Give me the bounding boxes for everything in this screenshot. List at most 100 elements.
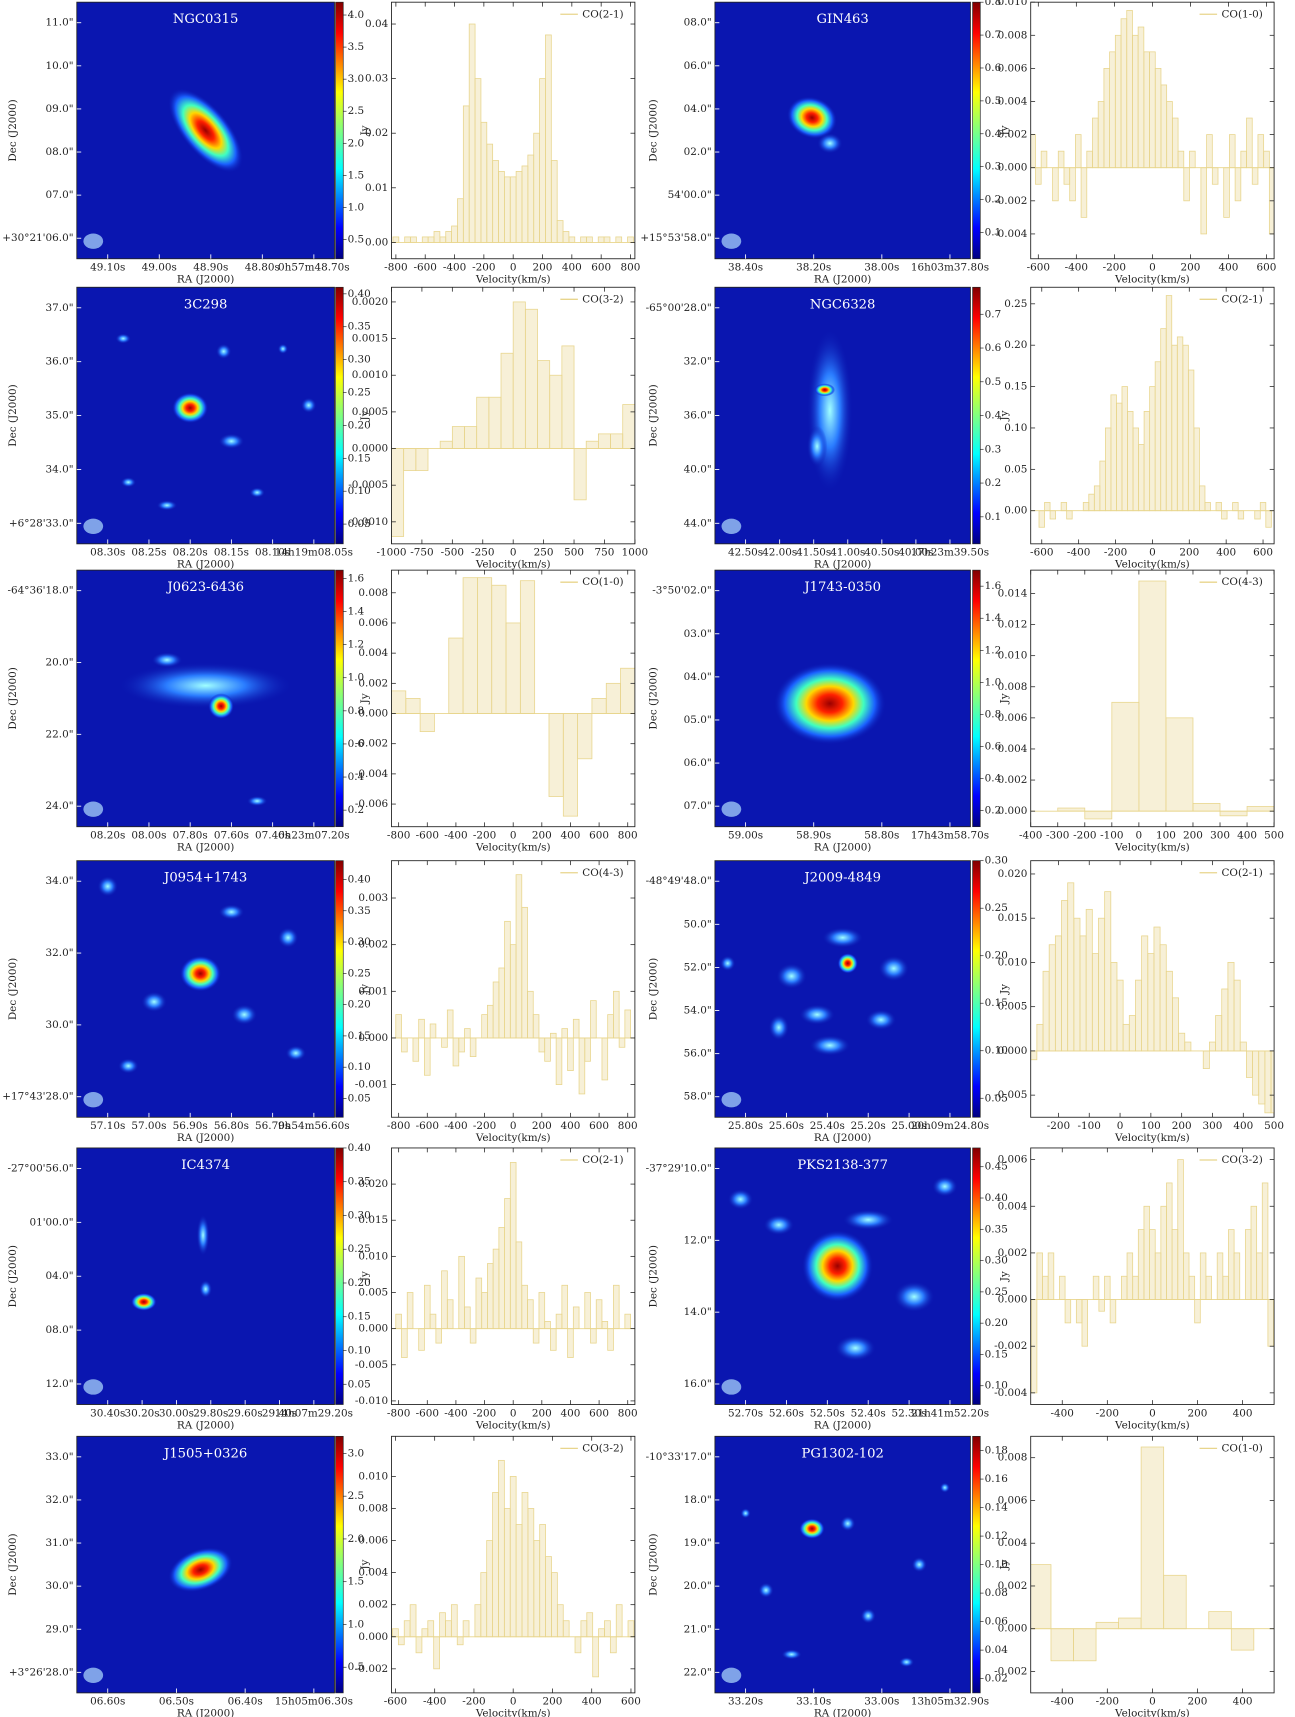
spectrum-bin	[1166, 101, 1173, 169]
x-tick-label: -800	[387, 1120, 410, 1132]
spectrum-bin	[1206, 134, 1213, 169]
y-tick-label: +3°26'28.0"	[9, 1666, 74, 1678]
spectrum-bin	[1054, 935, 1062, 1052]
spectrum-bin	[539, 78, 546, 243]
spectrum-bin	[549, 374, 563, 449]
x-tick-label: -200	[1073, 829, 1096, 841]
x-tick-label: 200	[532, 1120, 552, 1132]
x-tick-label: 0	[510, 1407, 517, 1419]
spectrum-bin	[1184, 1041, 1192, 1052]
colorbar-tick-label: 0.2	[985, 805, 1002, 817]
colorbar-tick-label: 0.15	[348, 1030, 371, 1042]
spectrum-bin	[1187, 369, 1195, 512]
y-tick-label: 06.0"	[684, 757, 712, 769]
x-tick-label: 600	[589, 1407, 609, 1419]
spectrum-bin	[1052, 167, 1059, 202]
y-tick-label: 34.0"	[46, 875, 74, 887]
x-tick-label: -500	[441, 547, 464, 559]
spectrum-bin	[1227, 962, 1235, 1052]
x-tick-label: -200	[462, 1696, 485, 1708]
spectrum-bin	[584, 1037, 591, 1062]
x-tick-label: 200	[1188, 1696, 1208, 1708]
spectrum-bin	[1138, 444, 1145, 512]
spectrum-bin	[1261, 1182, 1269, 1300]
spectrum-bin	[474, 1604, 482, 1638]
y-tick-label: 0.000	[358, 1323, 388, 1335]
x-tick-label: 0	[1136, 829, 1143, 841]
y-tick-label: 29.0"	[46, 1623, 74, 1635]
spectrum-bin	[1165, 717, 1194, 812]
y-tick-label: 0.006	[998, 712, 1028, 724]
colorbar-tick-label: 0.2	[348, 804, 365, 816]
colorbar-tick-label: 0.40	[348, 873, 371, 885]
emission-blob	[740, 1508, 751, 1519]
emission-blob	[115, 333, 131, 344]
spectrum-bin	[1143, 51, 1150, 169]
colorbar-tick-label: 0.15	[985, 1348, 1008, 1360]
x-tick-label: 41.00s	[830, 547, 865, 559]
spectrum-bin	[469, 1037, 477, 1057]
x-tick-label: 0	[510, 829, 517, 841]
emission-blob	[720, 955, 736, 972]
y-tick-label: 0.004	[998, 96, 1028, 108]
spectrum-bin	[1215, 1015, 1223, 1052]
x-tick-label: -400	[1019, 829, 1042, 841]
x-tick-label: 29.40s	[262, 1407, 297, 1419]
y-tick-label: -0.005	[994, 1089, 1027, 1101]
colorbar-tick-label: 0.20	[348, 999, 371, 1011]
y-tick-label: 22.0"	[684, 1666, 712, 1678]
y-axis-label: Dec (J2000)	[648, 1533, 660, 1595]
spectrum-bin	[401, 1037, 408, 1053]
x-tick-label: 0	[510, 547, 517, 559]
spectrum-bin	[1116, 979, 1124, 1052]
y-tick-label: 0.010	[998, 0, 1028, 8]
x-tick-label: 200	[1183, 829, 1203, 841]
map-frame	[76, 1, 335, 260]
spectrum-bin	[1091, 953, 1099, 1052]
x-tick-label: 52.40s	[851, 1407, 886, 1419]
spectrum-bin	[392, 236, 400, 243]
x-tick-label: 600	[589, 1120, 609, 1132]
spectrum-bin	[627, 236, 634, 243]
colorbar	[335, 569, 344, 828]
spectrum-bin	[597, 236, 605, 243]
x-tick-label: 40.50s	[864, 547, 899, 559]
legend-label: CO(2-1)	[1221, 867, 1262, 879]
x-tick-label: 0	[510, 1120, 517, 1132]
y-tick-label: 40.0"	[684, 463, 712, 475]
spectrum-bin	[1048, 944, 1056, 1052]
spectrum-bin	[1073, 917, 1081, 1052]
emission-blob	[773, 662, 887, 745]
map-title: NGC6328	[810, 297, 876, 312]
x-tick-label: 15h05m06.30s	[275, 1696, 353, 1708]
spectrum-bin	[1063, 167, 1071, 185]
spectrum-bin	[1067, 882, 1075, 1052]
x-tick-label: 20h09m24.80s	[911, 1120, 989, 1132]
colorbar-tick-label: 0.3	[985, 443, 1002, 455]
spectrum-bin	[1042, 970, 1050, 1052]
x-tick-label: -200	[1104, 547, 1127, 559]
y-tick-label: 0.00	[365, 236, 388, 248]
spectrum-bin	[578, 1037, 586, 1095]
spectrum-bin	[462, 105, 470, 243]
spectrum-bin	[1064, 1299, 1072, 1324]
x-axis-label: Velocity(km/s)	[1114, 1419, 1190, 1431]
spectrum-bin	[1141, 935, 1149, 1052]
x-axis-label: Velocity(km/s)	[475, 1419, 551, 1431]
spectrum-bin	[424, 1037, 431, 1076]
x-tick-label: 0	[510, 262, 517, 274]
spectrum-bin	[590, 1328, 597, 1344]
emission-blob	[277, 343, 289, 354]
spectrum-bin	[391, 448, 405, 537]
y-tick-label: 04.0"	[684, 671, 712, 683]
spectrum-bin	[615, 1604, 623, 1638]
y-tick-label: 0.010	[358, 1250, 388, 1262]
spectrum-bin	[487, 1004, 494, 1039]
map-background	[714, 2, 971, 259]
spectrum-bin	[591, 698, 607, 714]
y-axis-label: Dec (J2000)	[648, 1245, 660, 1307]
spectrum-bin	[498, 1227, 505, 1330]
x-tick-label: 41.50s	[796, 547, 831, 559]
y-axis-label: Jy	[998, 1271, 1010, 1282]
y-tick-label: 0.002	[358, 1599, 388, 1611]
